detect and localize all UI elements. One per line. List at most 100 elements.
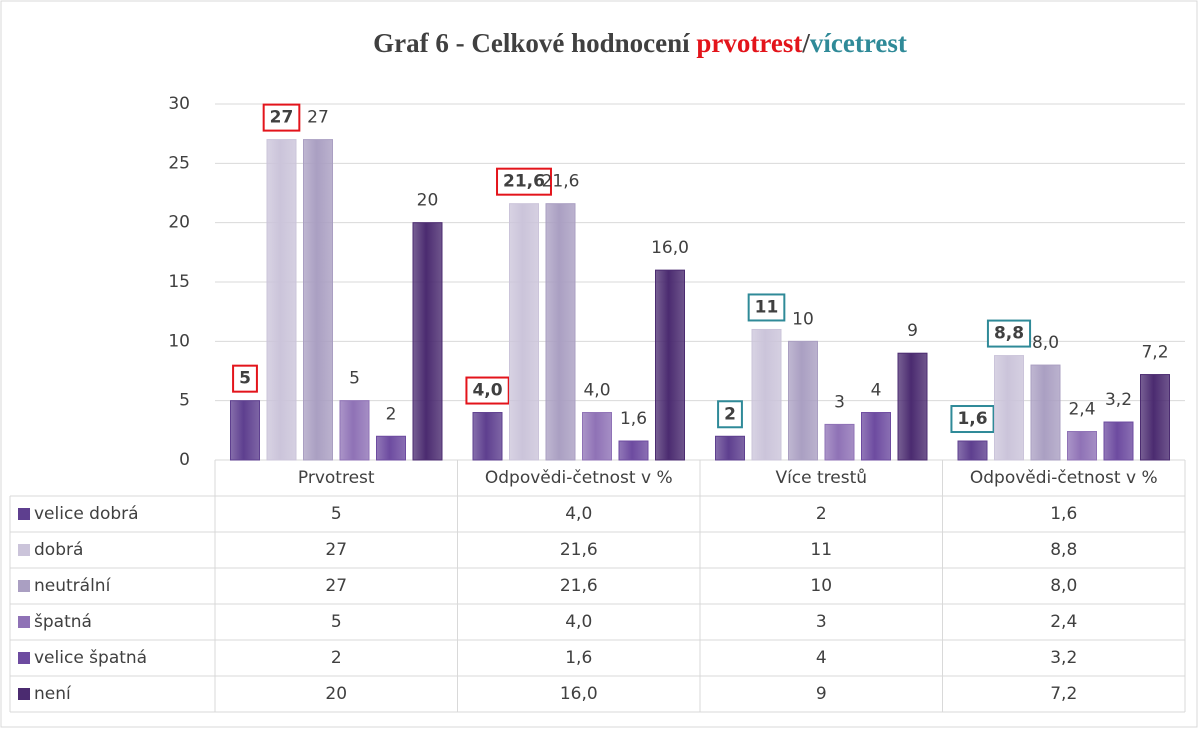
y-tick-label: 5: [179, 391, 190, 411]
chart-title: Graf 6 - Celkové hodnocení prvotrest/víc…: [373, 28, 907, 58]
label-box: [496, 167, 552, 196]
data-label: 4: [871, 381, 882, 401]
bar: [412, 222, 443, 461]
data-label: 1,6: [957, 409, 987, 429]
bar: [545, 203, 576, 461]
data-label: 2: [386, 404, 397, 424]
bar: [582, 412, 612, 461]
data-label: 27: [307, 108, 329, 128]
legend-marker: [18, 616, 30, 628]
table-cell: 2,4: [1050, 612, 1077, 632]
label-box: [465, 376, 510, 405]
table-cell: 27: [325, 540, 347, 560]
table-cell: 4,0: [565, 504, 592, 524]
data-label: 4,0: [472, 381, 502, 401]
table-cell: 20: [325, 684, 347, 704]
legend-label: velice dobrá: [34, 504, 139, 524]
bar: [509, 203, 539, 461]
table-cell: 1,6: [1050, 504, 1077, 524]
bar: [897, 352, 928, 461]
bar: [1067, 431, 1097, 461]
bar: [266, 139, 297, 461]
bar: [1103, 421, 1134, 461]
table-cell: 27: [325, 576, 347, 596]
bar: [994, 355, 1024, 461]
y-tick-label: 10: [168, 331, 190, 351]
table-cell: 5: [331, 612, 342, 632]
legend-marker: [18, 688, 30, 700]
table-cell: 1,6: [565, 648, 592, 668]
table-cell: 4: [816, 648, 827, 668]
data-label: 7,2: [1141, 343, 1168, 363]
table-cell: 21,6: [560, 576, 598, 596]
table-cell: 5: [331, 504, 342, 524]
data-label: 1,6: [620, 409, 647, 429]
y-tick-label: 30: [168, 94, 190, 114]
x-tick-label: Odpovědi-četnost v %: [485, 468, 673, 488]
table-cell: 11: [810, 540, 832, 560]
data-label: 3: [834, 392, 845, 412]
bar: [957, 440, 988, 461]
bar: [655, 269, 685, 461]
y-tick-label: 20: [168, 213, 190, 233]
legend-marker: [18, 508, 30, 520]
bar: [1030, 364, 1061, 461]
table-cell: 16,0: [560, 684, 598, 704]
bar: [1140, 374, 1170, 461]
data-label: 2: [724, 404, 736, 424]
bar: [303, 139, 333, 461]
data-label: 2,4: [1068, 400, 1095, 420]
table-cell: 3,2: [1050, 648, 1077, 668]
x-tick-label: Prvotrest: [298, 468, 375, 488]
bar: [376, 435, 406, 461]
data-label: 10: [792, 309, 814, 329]
data-label: 5: [239, 369, 251, 389]
table-cell: 2: [331, 648, 342, 668]
bar: [751, 328, 782, 461]
data-label: 11: [755, 297, 779, 317]
table-cell: 7,2: [1050, 684, 1077, 704]
table-cell: 8,8: [1050, 540, 1077, 560]
bar: [861, 412, 891, 461]
data-label: 4,0: [583, 381, 610, 401]
data-label: 8,0: [1032, 333, 1059, 353]
bar: [230, 400, 260, 461]
table-cell: 8,0: [1050, 576, 1077, 596]
table-cell: 4,0: [565, 612, 592, 632]
bar: [715, 435, 745, 461]
data-label: 21,6: [503, 172, 545, 192]
legend-label: dobrá: [34, 540, 83, 560]
label-box: [747, 293, 786, 322]
y-tick-label: 25: [168, 153, 190, 173]
bar: [472, 412, 503, 461]
legend-marker: [18, 652, 30, 664]
table-cell: 3: [816, 612, 827, 632]
table-cell: 2: [816, 504, 827, 524]
label-box: [950, 405, 995, 434]
bar: [824, 423, 855, 461]
data-label: 21,6: [542, 172, 580, 192]
legend-label: není: [34, 684, 72, 704]
legend-marker: [18, 544, 30, 556]
table-cell: 10: [810, 576, 832, 596]
title-part: /: [801, 28, 810, 58]
data-label: 9: [907, 321, 918, 341]
x-tick-label: Odpovědi-četnost v %: [970, 468, 1158, 488]
data-label: 27: [270, 108, 294, 128]
label-box: [717, 400, 743, 429]
bar: [339, 400, 370, 461]
legend-label: neutrální: [34, 576, 112, 596]
legend-label: špatná: [34, 612, 92, 632]
data-label: 16,0: [651, 238, 689, 258]
bar: [788, 340, 818, 461]
table-cell: 9: [816, 684, 827, 704]
data-label: 20: [417, 191, 439, 211]
data-label: 5: [349, 369, 360, 389]
data-label: 8,8: [994, 324, 1024, 344]
x-tick-label: Více trestů: [775, 468, 867, 488]
title-part: vícetrest: [810, 28, 907, 58]
label-box: [986, 319, 1032, 348]
y-tick-label: 15: [168, 272, 190, 292]
legend-label: velice špatná: [34, 648, 147, 668]
